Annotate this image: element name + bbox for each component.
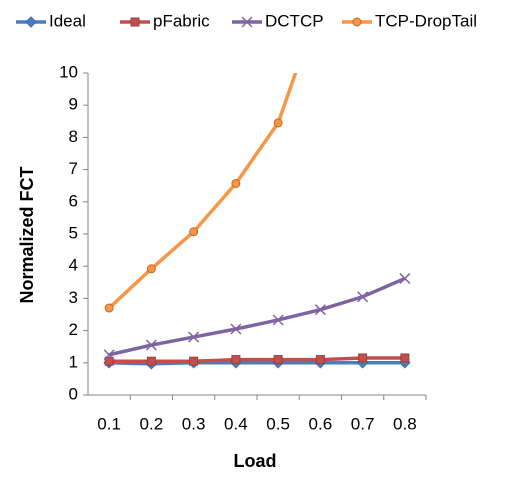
y-axis-label: Normalized FCT xyxy=(17,166,37,303)
marker xyxy=(189,227,199,237)
y-tick-label: 5 xyxy=(69,223,78,242)
series-line xyxy=(108,276,406,357)
plot-area xyxy=(103,0,411,370)
y-tick-label: 7 xyxy=(69,159,78,178)
y-tick-label: 1 xyxy=(69,352,78,371)
marker xyxy=(188,331,200,343)
marker xyxy=(231,178,241,188)
marker xyxy=(104,356,114,366)
y-tick-label: 9 xyxy=(69,95,78,114)
x-tick-label: 0.4 xyxy=(224,414,248,433)
series-line xyxy=(109,356,405,363)
series-line xyxy=(107,73,298,310)
legend-label: pFabric xyxy=(153,11,210,30)
marker xyxy=(314,304,326,316)
y-tick-label: 6 xyxy=(69,191,78,210)
x-tick-label: 0.8 xyxy=(393,414,417,433)
marker xyxy=(230,323,242,335)
marker xyxy=(146,356,156,366)
x-tick-label: 0.2 xyxy=(140,414,164,433)
y-tick-label: 8 xyxy=(69,127,78,146)
x-tick-label: 0.6 xyxy=(309,414,333,433)
marker xyxy=(316,0,324,6)
legend-label: Ideal xyxy=(49,11,86,30)
y-tick-label: 4 xyxy=(69,256,78,275)
y-tick-label: 3 xyxy=(69,288,78,307)
marker xyxy=(25,16,37,28)
x-tick-label: 0.1 xyxy=(97,414,121,433)
marker xyxy=(357,291,369,303)
marker xyxy=(146,264,156,274)
marker xyxy=(272,314,284,326)
x-tick-label: 0.7 xyxy=(351,414,375,433)
y-tick-label: 0 xyxy=(69,384,78,403)
x-tick-label: 0.3 xyxy=(182,414,206,433)
marker xyxy=(399,272,411,284)
y-tick-label: 10 xyxy=(59,62,78,81)
x-tick-label: 0.5 xyxy=(266,414,290,433)
marker xyxy=(400,353,410,363)
legend-label: TCP-DropTail xyxy=(375,11,477,30)
marker xyxy=(103,349,115,361)
series-line xyxy=(109,361,405,366)
marker xyxy=(231,355,241,365)
marker xyxy=(315,355,325,365)
marker xyxy=(189,356,199,366)
legend-label: DCTCP xyxy=(265,11,324,30)
marker xyxy=(358,353,368,363)
marker xyxy=(241,16,253,28)
marker xyxy=(104,303,114,313)
marker xyxy=(273,118,283,128)
marker xyxy=(145,339,157,351)
y-tick-label: 2 xyxy=(69,320,78,339)
x-axis-label: Load xyxy=(234,451,277,471)
marker xyxy=(273,355,283,365)
marker xyxy=(130,17,140,27)
marker xyxy=(352,17,362,27)
